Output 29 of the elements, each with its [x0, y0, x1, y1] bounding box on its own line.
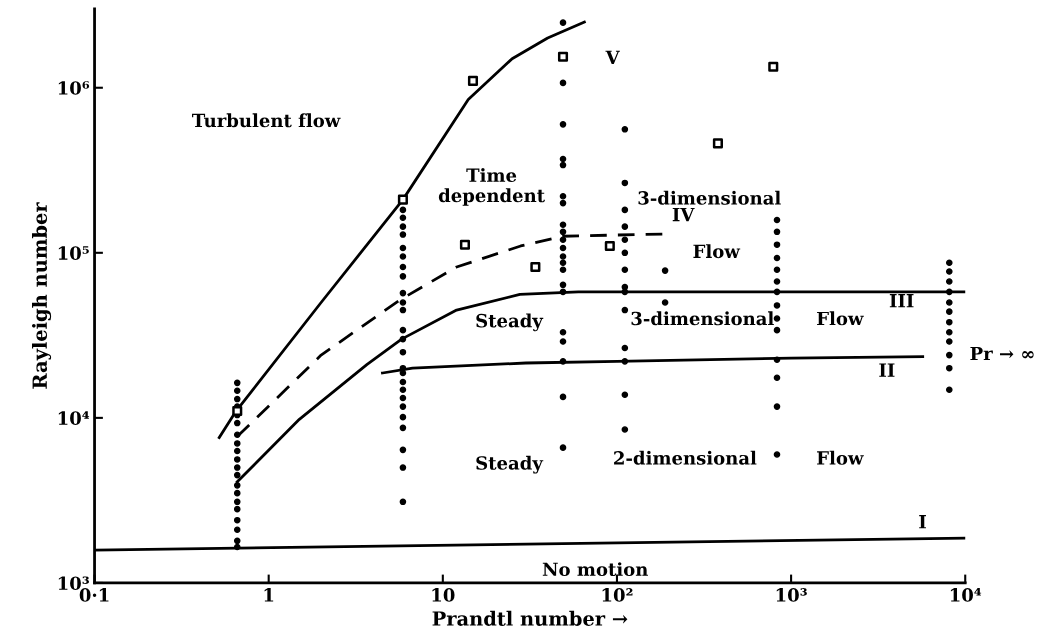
- annotation: Flow: [817, 450, 864, 465]
- annotation: I: [919, 515, 926, 529]
- annotation: Flow: [817, 311, 864, 326]
- annotation: 2-dimensional: [614, 450, 757, 465]
- x-tick-label: 10³: [776, 588, 807, 602]
- y-axis-title: Rayleigh number: [32, 202, 52, 389]
- annotation: No motion: [542, 562, 648, 577]
- y-tick-label: 10⁴: [58, 411, 90, 425]
- x-tick-label: 10²: [602, 588, 633, 602]
- annotation: IV: [672, 208, 695, 222]
- x-axis-title: Prandtl number →: [432, 610, 628, 626]
- y-tick-label: 10⁵: [58, 246, 89, 260]
- annotation: II: [879, 363, 895, 377]
- x-tick-label: 10: [432, 588, 455, 602]
- annotation: Steady: [476, 455, 544, 474]
- annotation: Flow: [693, 244, 741, 259]
- annotation: 3-dimensional: [631, 311, 774, 326]
- text: Pr → ∞: [970, 346, 1034, 361]
- annotation: 3-dimensional: [638, 190, 781, 205]
- annotation: III: [889, 294, 914, 308]
- annotation: V: [605, 50, 620, 64]
- x-tick-label: 10⁴: [950, 588, 982, 602]
- annotation: Time dependent: [438, 168, 545, 206]
- annotation: Turbulent flow: [192, 113, 341, 128]
- annotation: Steady: [476, 313, 544, 332]
- y-tick-label: 10³: [58, 576, 89, 591]
- x-tick-label: 1: [264, 588, 274, 602]
- y-tick-label: 10⁶: [58, 81, 90, 95]
- x-tick-label: 0·1: [79, 588, 109, 602]
